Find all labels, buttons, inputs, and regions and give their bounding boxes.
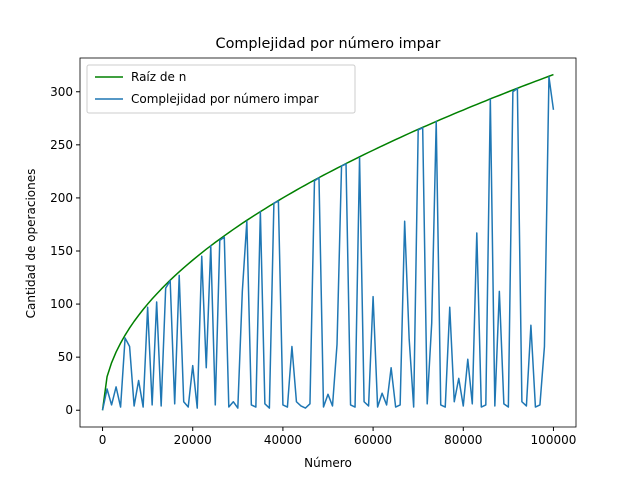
x-tick-label: 40000 [264,433,302,447]
series-line [101,73,554,411]
legend-box [86,64,356,114]
series-line [101,76,555,411]
legend-label: Raíz de n [131,70,186,84]
y-tick-label: 250 [50,138,73,152]
y-tick-label: 150 [50,244,73,258]
chart-title: Complejidad por número impar [216,36,441,52]
x-tick-label: 100000 [531,433,577,447]
x-tick-label: 20000 [174,433,212,447]
y-tick-label: 100 [50,297,73,311]
x-tick-label: 0 [99,433,107,447]
y-tick-label: 200 [50,191,73,205]
legend-label: Complejidad por número impar [131,92,319,106]
x-tick-label: 80000 [444,433,482,447]
y-axis-label: Cantidad de operaciones [24,169,38,319]
x-axis-label: Número [304,456,352,470]
y-tick-label: 0 [65,403,73,417]
y-tick-label: 50 [58,350,73,364]
x-tick-label: 60000 [354,433,392,447]
y-tick-label: 300 [50,85,73,99]
axes-frame [79,57,577,428]
